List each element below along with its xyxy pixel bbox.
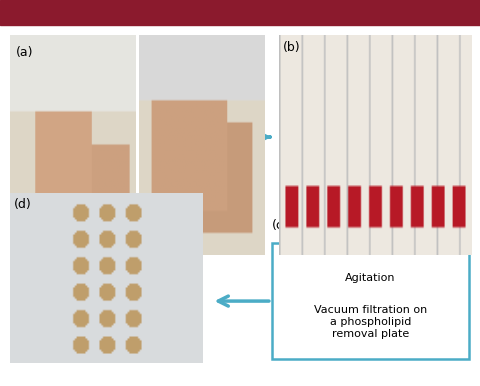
Text: Vacuum filtration on
a phospholipid
removal plate: Vacuum filtration on a phospholipid remo… xyxy=(313,305,426,339)
Text: (a): (a) xyxy=(16,46,33,59)
Text: Agitation: Agitation xyxy=(345,273,395,283)
Text: (c): (c) xyxy=(271,218,288,232)
Bar xyxy=(0,0,480,25)
Text: (b): (b) xyxy=(282,41,300,54)
Text: (d): (d) xyxy=(13,198,31,211)
FancyBboxPatch shape xyxy=(271,243,468,359)
